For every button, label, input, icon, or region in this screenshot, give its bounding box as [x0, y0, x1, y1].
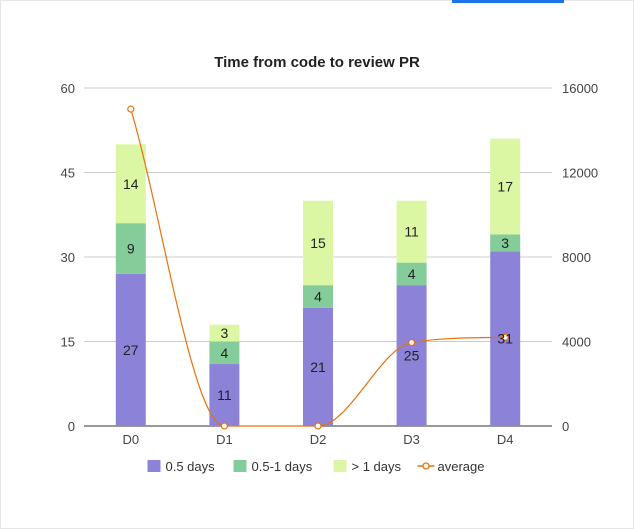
tab-indicator [452, 0, 564, 3]
legend-item[interactable]: average [417, 459, 485, 474]
chart-title: Time from code to review PR [214, 54, 420, 71]
legend-item[interactable]: 0.5-1 days [233, 459, 313, 474]
bar-segment[interactable] [303, 307, 333, 426]
bar-data-label: 14 [123, 176, 139, 192]
bar-segment[interactable] [115, 223, 146, 274]
y-left-tick-label: 60 [61, 81, 75, 96]
bar-segment[interactable] [490, 138, 521, 235]
bar-marks [115, 138, 521, 426]
data-labels: 27 9 14 11 4 3 21 4 15 25 4 11 31 3 17 [123, 176, 513, 403]
y-left-tick-label: 45 [61, 166, 75, 181]
bar-segment[interactable] [209, 324, 240, 342]
average-line-path [130, 108, 506, 427]
bar-data-label: 15 [310, 235, 326, 251]
bar-segment[interactable] [209, 341, 240, 365]
legend-label: 0.5 days [166, 459, 216, 474]
legend-swatch [333, 460, 347, 472]
average-point[interactable] [314, 422, 322, 430]
average-point[interactable] [127, 105, 135, 113]
bar-data-label: 27 [123, 342, 139, 358]
legend-label: 0.5-1 days [252, 459, 313, 474]
y-right-tick-label: 8000 [562, 250, 591, 265]
average-line [127, 105, 509, 430]
y-right-tick-label: 12000 [562, 166, 598, 181]
axes: 0 0 15 4000 30 8000 45 12000 60 16000 D0 D1 D2 D3 D4 [61, 81, 599, 447]
bar-segment[interactable] [115, 273, 146, 426]
legend-marker [422, 462, 430, 470]
x-tick-label: D0 [122, 432, 139, 447]
y-right-tick-label: 4000 [562, 335, 591, 350]
bar-data-label: 4 [221, 345, 229, 361]
x-tick-label: D3 [403, 432, 420, 447]
bar-segment[interactable] [115, 144, 146, 224]
legend-label: > 1 days [352, 459, 402, 474]
x-tick-label: D4 [497, 432, 514, 447]
average-point[interactable] [220, 422, 228, 430]
y-right-tick-label: 0 [562, 419, 569, 434]
bar-segment[interactable] [303, 285, 333, 308]
legend-item[interactable]: > 1 days [333, 459, 402, 474]
bar-data-label: 4 [314, 288, 322, 304]
bar-segment[interactable] [396, 285, 427, 426]
bar-data-label: 21 [310, 359, 326, 375]
bar-data-label: 17 [497, 179, 513, 195]
bar-segment[interactable] [490, 234, 521, 252]
y-left-tick-label: 0 [68, 419, 75, 434]
bar-data-label: 11 [404, 224, 419, 240]
y-right-tick-label: 16000 [562, 81, 598, 96]
legend-swatch [147, 460, 161, 472]
average-point[interactable] [501, 333, 509, 341]
y-left-tick-label: 15 [61, 335, 75, 350]
y-left-tick-label: 30 [61, 250, 75, 265]
bar-data-label: 9 [127, 241, 135, 257]
legend-swatch [233, 460, 247, 472]
bar-segment[interactable] [209, 364, 240, 426]
bar-data-label: 25 [404, 348, 420, 364]
bar-segment[interactable] [396, 200, 427, 263]
bar-segment[interactable] [396, 262, 427, 286]
bar-data-label: 4 [408, 266, 416, 282]
bar-data-label: 3 [221, 325, 229, 341]
legend-item[interactable]: 0.5 days [147, 459, 216, 474]
average-point[interactable] [408, 338, 416, 347]
bar-data-label: 11 [217, 387, 232, 403]
legend: 0.5 days 0.5-1 days > 1 days average [147, 459, 485, 474]
bar-segment[interactable] [303, 200, 333, 286]
legend-label: average [438, 459, 485, 474]
bar-data-label: 3 [501, 235, 509, 251]
x-tick-label: D2 [310, 432, 327, 447]
x-tick-label: D1 [216, 432, 233, 447]
bar-data-label: 31 [497, 331, 513, 347]
